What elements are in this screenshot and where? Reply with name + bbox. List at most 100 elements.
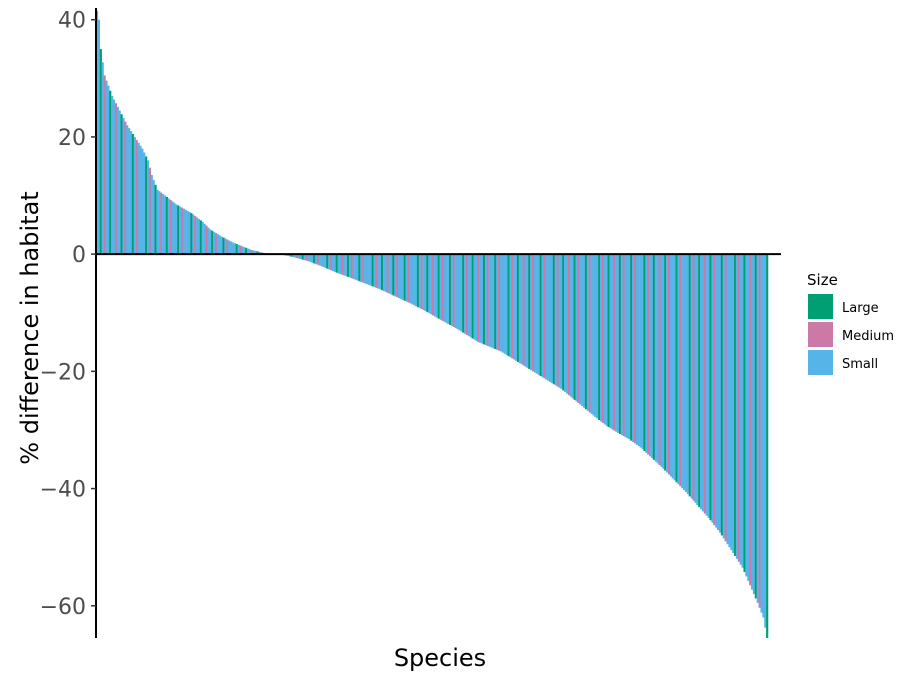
bar-large (675, 254, 678, 483)
bar-medium (633, 254, 637, 444)
bar-small (439, 254, 442, 320)
bar-small (717, 254, 720, 531)
y-tick-label: −60 (40, 595, 86, 620)
bar-small (762, 254, 765, 618)
bar-small (443, 254, 446, 322)
bar-small (705, 254, 708, 516)
bar-large (607, 254, 610, 428)
bar-medium (305, 254, 308, 261)
bar-small (752, 254, 756, 595)
bar-small (696, 254, 699, 505)
bar-small (394, 254, 397, 297)
bar-medium (543, 254, 546, 379)
bar-small (760, 254, 763, 613)
bar-small (218, 235, 221, 255)
bar-medium (386, 254, 389, 293)
bar-large (494, 254, 497, 350)
bar-small (660, 254, 663, 467)
bar-small (186, 210, 189, 255)
bar-large (120, 114, 123, 255)
bar-medium (724, 254, 727, 542)
bar-small (196, 217, 199, 255)
bar-small (569, 254, 572, 397)
bar-small (671, 254, 674, 479)
bar-medium (692, 254, 695, 501)
bar-medium (135, 139, 138, 255)
legend-label-large: Large (842, 301, 879, 316)
bar-medium (486, 254, 489, 346)
bar-small (684, 254, 688, 493)
bar-large (584, 254, 588, 410)
bar-small (254, 250, 257, 255)
bar-large (145, 156, 148, 255)
bar-large (326, 254, 329, 269)
bar-medium (703, 254, 706, 514)
bar-small (756, 254, 759, 603)
bar-large (301, 254, 304, 260)
legend-swatch-small (808, 350, 833, 375)
bar-large (652, 254, 655, 460)
bar-small (220, 236, 223, 255)
bar-small (309, 254, 312, 262)
bar-small (122, 117, 125, 255)
bar-small (231, 242, 235, 255)
bar-large (165, 197, 168, 255)
bar-medium (432, 254, 435, 316)
bar-small (390, 254, 393, 295)
bar-small (413, 254, 416, 306)
bar-large (371, 254, 374, 287)
bar-medium (588, 254, 591, 413)
bar-large (516, 254, 520, 362)
bar-small (294, 254, 297, 258)
bar-small (173, 202, 176, 255)
bar-small (415, 254, 418, 307)
y-tick-label: 0 (72, 243, 86, 268)
bar-small (650, 254, 654, 459)
bar-small (558, 254, 561, 388)
bar-small (590, 254, 593, 414)
bar-small (422, 254, 425, 311)
bar-small (331, 254, 335, 272)
bar-small (299, 254, 303, 260)
bar-large (743, 254, 746, 573)
y-tick-label: −20 (40, 360, 86, 385)
bar-large (190, 213, 193, 255)
bar-medium (522, 254, 525, 366)
bar-small (430, 254, 433, 315)
bar-small (129, 131, 133, 255)
bar-small (96, 10, 99, 255)
bar-small (369, 254, 372, 286)
bar-large (290, 254, 293, 257)
bar-small (454, 254, 457, 328)
bar-large (426, 254, 429, 313)
bar-medium (160, 192, 163, 255)
bar-small (322, 254, 325, 268)
bar-large (437, 254, 440, 319)
bar-large (381, 254, 384, 291)
bar-large (403, 254, 406, 301)
bar-small (428, 254, 431, 314)
bar-medium (556, 254, 559, 387)
bar-medium (477, 254, 480, 343)
bar-small (158, 191, 161, 255)
bar-small (639, 254, 642, 448)
bar-small (575, 254, 578, 402)
bar-small (182, 208, 185, 255)
bar-small (292, 254, 295, 258)
bar-large (471, 254, 474, 339)
bar-small (496, 254, 499, 350)
bar-large (313, 254, 316, 264)
bar-small (197, 218, 201, 255)
bar-small (560, 254, 563, 389)
legend-label-medium: Medium (842, 329, 894, 344)
bar-small (641, 254, 644, 450)
bar-small (365, 254, 369, 285)
bar-small (503, 254, 506, 354)
bar-small (566, 254, 569, 394)
bar-small (203, 223, 206, 255)
bar-medium (114, 103, 118, 255)
bar-large (552, 254, 555, 385)
bar-medium (375, 254, 378, 288)
bar-small (97, 19, 101, 255)
bar-small (445, 254, 448, 323)
